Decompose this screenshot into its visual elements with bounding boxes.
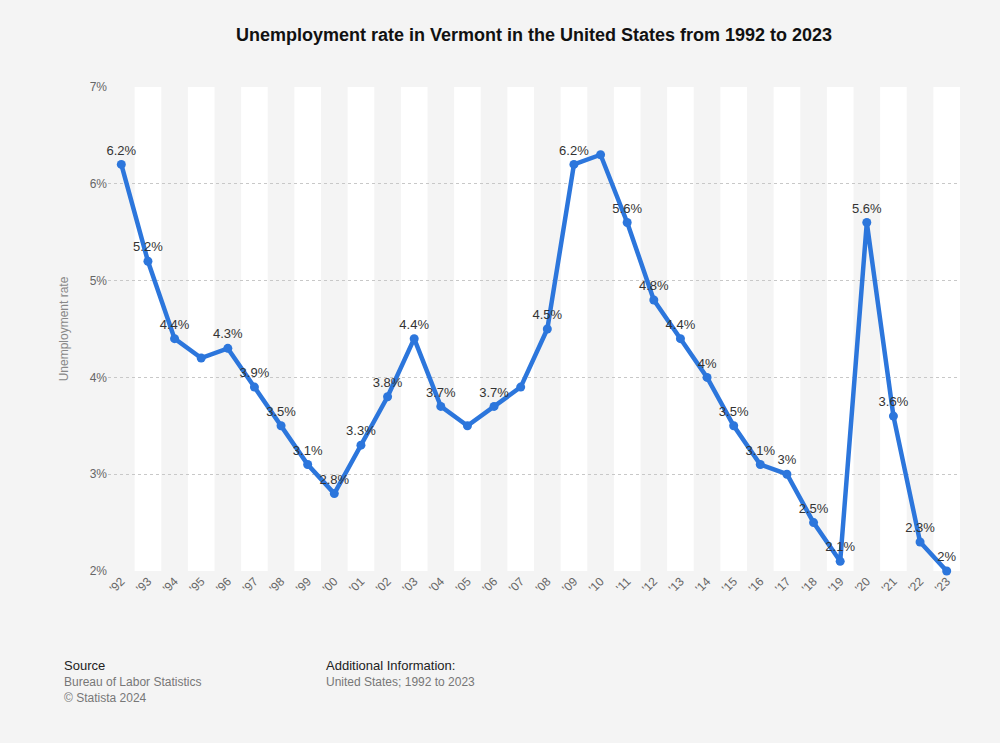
svg-text:'07: '07: [506, 574, 527, 595]
svg-text:'08: '08: [533, 574, 554, 595]
svg-text:Unemployment rate in Vermont i: Unemployment rate in Vermont in the Unit…: [236, 25, 832, 45]
svg-text:'92: '92: [107, 574, 128, 595]
svg-text:Bureau of Labor Statistics: Bureau of Labor Statistics: [64, 675, 201, 689]
svg-text:'95: '95: [187, 574, 208, 595]
svg-text:'01: '01: [346, 574, 367, 595]
svg-text:2.3%: 2.3%: [905, 520, 935, 535]
svg-text:'17: '17: [772, 574, 793, 595]
svg-text:4.3%: 4.3%: [213, 326, 243, 341]
svg-text:'93: '93: [133, 574, 154, 595]
svg-text:'06: '06: [479, 574, 500, 595]
svg-text:3%: 3%: [90, 467, 108, 481]
svg-text:'12: '12: [639, 574, 660, 595]
svg-text:'96: '96: [213, 574, 234, 595]
svg-text:'19: '19: [826, 574, 847, 595]
svg-text:Additional Information:: Additional Information:: [326, 658, 455, 673]
svg-text:2.1%: 2.1%: [825, 539, 855, 554]
svg-text:'15: '15: [719, 574, 740, 595]
svg-text:5.6%: 5.6%: [852, 201, 882, 216]
svg-text:'04: '04: [426, 574, 447, 595]
svg-text:7%: 7%: [90, 80, 108, 94]
svg-text:4%: 4%: [698, 356, 717, 371]
svg-text:3.8%: 3.8%: [373, 375, 403, 390]
svg-text:'13: '13: [666, 574, 687, 595]
svg-text:United States; 1992 to 2023: United States; 1992 to 2023: [326, 675, 475, 689]
svg-text:3.6%: 3.6%: [879, 394, 909, 409]
svg-text:5.2%: 5.2%: [133, 239, 163, 254]
svg-text:4.4%: 4.4%: [399, 317, 429, 332]
svg-text:Source: Source: [64, 658, 105, 673]
svg-text:3.5%: 3.5%: [266, 404, 296, 419]
svg-text:5.6%: 5.6%: [612, 201, 642, 216]
svg-text:4.4%: 4.4%: [160, 317, 190, 332]
svg-text:Unemployment rate: Unemployment rate: [57, 276, 71, 381]
svg-text:5%: 5%: [90, 274, 108, 288]
svg-text:'20: '20: [852, 574, 873, 595]
svg-text:3%: 3%: [778, 452, 797, 467]
svg-text:'98: '98: [266, 574, 287, 595]
svg-text:'10: '10: [586, 574, 607, 595]
svg-text:2.5%: 2.5%: [799, 501, 829, 516]
svg-text:3.9%: 3.9%: [240, 365, 270, 380]
svg-text:3.1%: 3.1%: [745, 443, 775, 458]
svg-text:'94: '94: [160, 574, 181, 595]
svg-text:© Statista 2024: © Statista 2024: [64, 691, 147, 705]
svg-text:'02: '02: [373, 574, 394, 595]
svg-text:2%: 2%: [937, 549, 956, 564]
svg-text:'22: '22: [905, 574, 926, 595]
svg-text:6%: 6%: [90, 177, 108, 191]
svg-text:'18: '18: [799, 574, 820, 595]
svg-text:2.8%: 2.8%: [319, 472, 349, 487]
svg-text:3.5%: 3.5%: [719, 404, 749, 419]
svg-text:3.1%: 3.1%: [293, 443, 323, 458]
svg-text:6.2%: 6.2%: [106, 143, 136, 158]
svg-text:3.7%: 3.7%: [426, 385, 456, 400]
svg-text:6.2%: 6.2%: [559, 143, 589, 158]
svg-text:'09: '09: [559, 574, 580, 595]
svg-text:4.4%: 4.4%: [666, 317, 696, 332]
svg-text:'21: '21: [879, 574, 900, 595]
svg-text:'03: '03: [400, 574, 421, 595]
svg-text:'23: '23: [932, 574, 953, 595]
svg-text:2%: 2%: [90, 564, 108, 578]
svg-text:'05: '05: [453, 574, 474, 595]
svg-text:3.7%: 3.7%: [479, 385, 509, 400]
svg-text:4.8%: 4.8%: [639, 278, 669, 293]
svg-text:'00: '00: [320, 574, 341, 595]
svg-text:'11: '11: [613, 574, 634, 595]
svg-text:4.5%: 4.5%: [532, 307, 562, 322]
svg-text:'99: '99: [293, 574, 314, 595]
svg-text:'14: '14: [692, 574, 713, 595]
svg-text:4%: 4%: [90, 371, 108, 385]
svg-text:'97: '97: [240, 574, 261, 595]
svg-text:'16: '16: [746, 574, 767, 595]
svg-text:3.3%: 3.3%: [346, 423, 376, 438]
